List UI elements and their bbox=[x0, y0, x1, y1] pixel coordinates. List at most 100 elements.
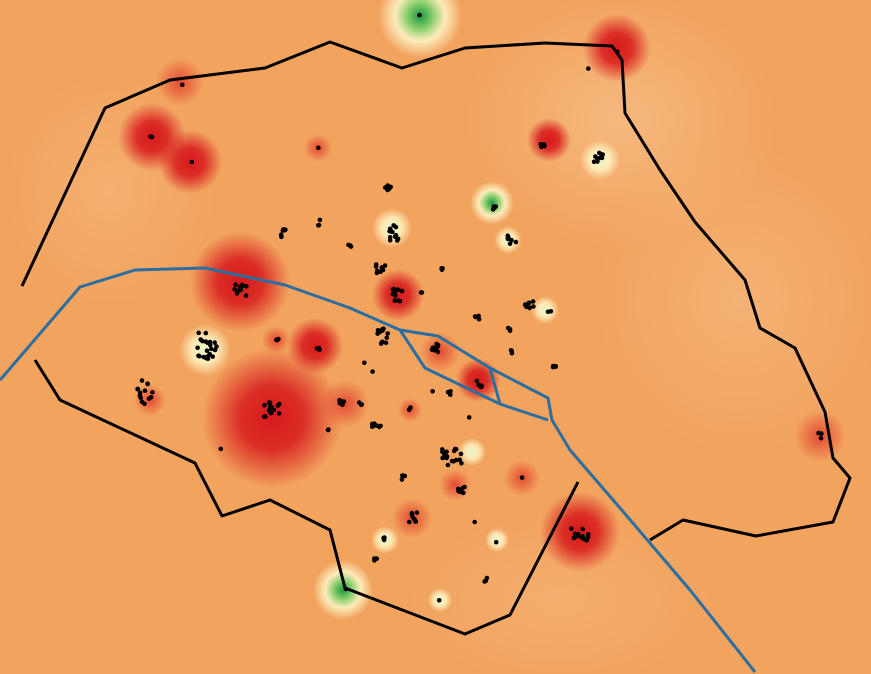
observation-point bbox=[476, 316, 482, 322]
observation-point bbox=[267, 400, 273, 405]
observation-point bbox=[466, 415, 472, 420]
observation-point bbox=[474, 378, 480, 384]
observation-point bbox=[513, 239, 519, 245]
observation-point bbox=[392, 290, 398, 296]
observation-point bbox=[243, 293, 249, 298]
observation-point bbox=[203, 330, 209, 336]
observation-point bbox=[232, 287, 237, 292]
observation-point bbox=[135, 387, 140, 392]
observation-point bbox=[445, 462, 451, 468]
observation-point bbox=[407, 519, 412, 525]
observation-point bbox=[400, 473, 405, 478]
observation-point bbox=[392, 234, 398, 240]
observation-point bbox=[458, 451, 464, 457]
observation-point bbox=[460, 486, 465, 491]
observation-point bbox=[372, 558, 377, 563]
observation-point bbox=[197, 353, 202, 359]
observation-point bbox=[818, 435, 824, 441]
observation-point bbox=[233, 282, 238, 287]
observation-point bbox=[212, 347, 218, 353]
observation-point bbox=[317, 217, 323, 223]
observation-point bbox=[574, 533, 580, 539]
observation-point bbox=[585, 534, 591, 540]
observation-point bbox=[385, 187, 390, 193]
observation-point bbox=[316, 222, 322, 228]
observation-point bbox=[409, 512, 415, 517]
observation-point bbox=[142, 388, 148, 394]
observation-point bbox=[509, 348, 514, 354]
observation-point bbox=[274, 337, 279, 343]
observation-point bbox=[358, 402, 364, 408]
observation-point bbox=[526, 301, 532, 306]
observation-point bbox=[382, 263, 388, 268]
observation-points bbox=[135, 12, 824, 603]
observation-point bbox=[268, 410, 274, 416]
observation-point bbox=[419, 290, 425, 295]
observation-point bbox=[406, 407, 412, 413]
observation-point bbox=[615, 49, 620, 55]
observation-point bbox=[382, 535, 387, 540]
observation-point bbox=[448, 389, 453, 394]
observation-point bbox=[484, 575, 490, 581]
observation-point bbox=[505, 236, 511, 242]
observation-point bbox=[375, 331, 380, 336]
observation-point bbox=[553, 364, 558, 370]
observation-point bbox=[268, 404, 273, 409]
observation-point bbox=[383, 340, 389, 346]
observation-point bbox=[316, 145, 321, 151]
observation-point bbox=[600, 152, 605, 157]
observation-point bbox=[548, 309, 554, 314]
observation-point bbox=[195, 345, 200, 351]
observation-point bbox=[145, 381, 151, 387]
river-island bbox=[488, 367, 502, 405]
observation-point bbox=[492, 205, 498, 210]
observation-point bbox=[207, 339, 213, 345]
observation-point bbox=[522, 302, 528, 307]
observation-point bbox=[212, 340, 217, 345]
observation-point bbox=[189, 159, 195, 165]
observation-point bbox=[396, 298, 401, 303]
river bbox=[0, 266, 757, 673]
observation-point bbox=[435, 349, 441, 355]
observation-point bbox=[150, 390, 155, 395]
observation-point bbox=[207, 351, 212, 357]
observation-point bbox=[580, 526, 585, 532]
observation-point bbox=[539, 144, 544, 149]
observation-point bbox=[263, 414, 268, 419]
observation-point bbox=[417, 12, 422, 18]
observation-point bbox=[595, 156, 600, 162]
observation-point bbox=[262, 403, 267, 408]
observation-point bbox=[509, 237, 514, 243]
observation-point bbox=[198, 337, 203, 342]
observation-point bbox=[579, 535, 584, 540]
observation-point bbox=[507, 241, 513, 247]
observation-point bbox=[384, 335, 390, 341]
observation-point bbox=[373, 262, 379, 267]
observation-point bbox=[391, 286, 397, 292]
observation-point bbox=[362, 360, 367, 366]
observation-point bbox=[387, 229, 392, 234]
observation-point bbox=[380, 328, 385, 333]
observation-point bbox=[457, 457, 463, 463]
observation-point bbox=[519, 475, 525, 480]
observation-point bbox=[338, 398, 344, 404]
observation-point bbox=[370, 369, 375, 374]
observation-point bbox=[377, 424, 382, 430]
observation-point bbox=[591, 159, 597, 165]
observation-point bbox=[458, 489, 463, 495]
observation-point bbox=[451, 459, 457, 464]
observation-point bbox=[138, 395, 143, 401]
observation-point bbox=[218, 446, 224, 452]
observation-point bbox=[214, 344, 219, 349]
observation-point bbox=[340, 402, 345, 408]
observation-point bbox=[453, 446, 459, 452]
observation-point bbox=[317, 347, 322, 353]
river-branch bbox=[398, 329, 549, 422]
observation-point bbox=[180, 82, 185, 88]
observation-point bbox=[387, 238, 393, 243]
observation-point bbox=[244, 284, 249, 289]
observation-point bbox=[139, 378, 145, 383]
observation-point bbox=[430, 345, 436, 351]
